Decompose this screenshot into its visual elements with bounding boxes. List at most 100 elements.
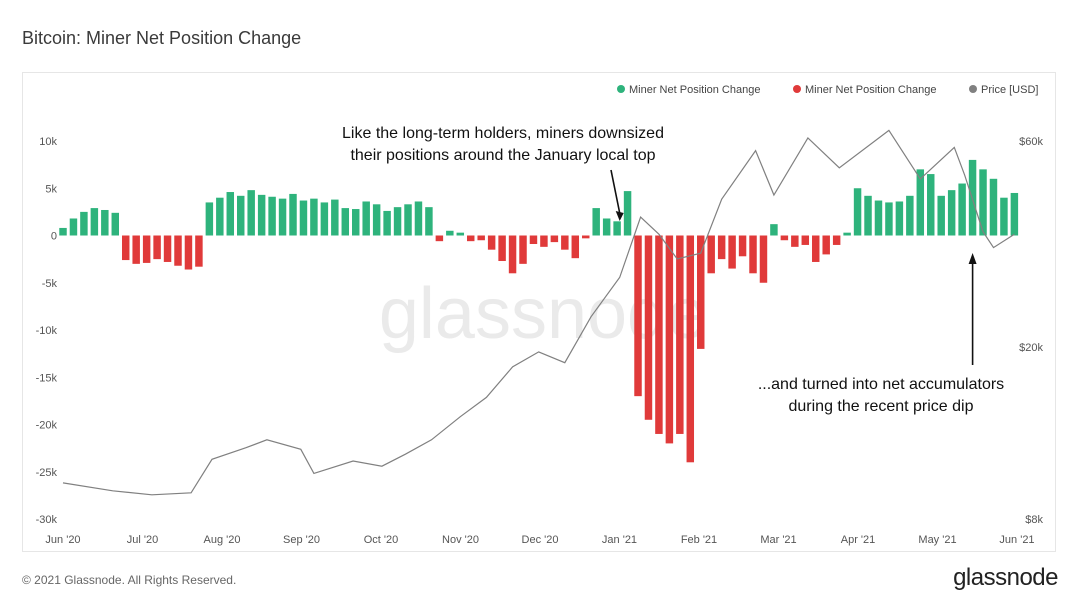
bar-34 (414, 201, 423, 236)
legend-marker-1 (793, 85, 801, 93)
legend-label-1: Miner Net Position Change (805, 84, 936, 96)
bar-74 (832, 235, 841, 245)
bar-89 (989, 178, 998, 236)
bar-50 (582, 235, 590, 239)
y-right-tick-1: $20k (1019, 342, 1043, 354)
x-tick-2: Aug '20 (204, 534, 241, 546)
x-tick-6: Dec '20 (522, 534, 559, 546)
bar-76 (853, 188, 862, 236)
legend-marker-2 (969, 85, 977, 93)
bar-45 (529, 235, 538, 244)
price-line (62, 129, 1015, 496)
bar-37 (446, 230, 454, 236)
bar-11 (174, 235, 182, 266)
bar-22 (289, 193, 297, 236)
bar-66 (749, 235, 757, 274)
bar-32 (393, 207, 402, 236)
bar-29 (362, 201, 370, 236)
bar-63 (717, 235, 726, 260)
y-left-tick-1: 5k (45, 183, 57, 195)
bar-16 (226, 192, 235, 236)
x-tick-11: May '21 (918, 534, 956, 546)
bar-1 (69, 218, 78, 236)
chart-frame: glassnode 10k 5k 0 -5k -10k -15k -20k -25k -30k $… (22, 72, 1056, 552)
bar-6 (122, 235, 130, 261)
bar-81 (906, 195, 914, 236)
x-tick-4: Oct '20 (364, 534, 399, 546)
annotation-2-line-1: during the recent price dip (789, 398, 974, 415)
bar-13 (195, 235, 203, 267)
bar-53 (613, 221, 621, 236)
bar-86 (958, 183, 966, 236)
price-layer (62, 129, 1015, 496)
glassnode-logo: glassnode (953, 564, 1058, 591)
bar-62 (707, 235, 715, 274)
bar-67 (759, 235, 768, 283)
x-tick-0: Jun '20 (45, 534, 80, 546)
bar-35 (425, 207, 433, 236)
x-tick-7: Jan '21 (602, 534, 637, 546)
bar-12 (184, 235, 193, 270)
bar-44 (519, 235, 527, 264)
bar-64 (728, 235, 736, 269)
axes-layer: 10k 5k 0 -5k -10k -15k -20k -25k -30k $60k $20k $8k… (36, 136, 1044, 546)
bar-91 (1010, 192, 1019, 236)
bar-49 (571, 235, 580, 259)
bar-23 (299, 200, 308, 236)
annotations-layer: Like the long-term holders, miners downs… (342, 125, 1004, 415)
bar-0 (59, 227, 67, 236)
bar-79 (885, 202, 893, 236)
bar-52 (602, 218, 611, 236)
bar-27 (341, 208, 350, 236)
bar-75 (843, 232, 851, 236)
legend-label-2: Price [USD] (981, 84, 1038, 96)
bar-55 (634, 235, 642, 397)
bar-56 (644, 235, 653, 420)
bar-77 (864, 195, 872, 236)
bar-26 (331, 199, 339, 236)
annotation-1-arrowhead (615, 211, 624, 221)
bar-60 (686, 235, 695, 463)
bar-41 (487, 235, 496, 250)
bar-73 (822, 235, 830, 255)
bar-38 (456, 232, 465, 236)
page-title: Bitcoin: Miner Net Position Change (22, 28, 302, 48)
bar-85 (947, 190, 956, 236)
bar-65 (738, 235, 747, 257)
annotation-2-arrowhead (968, 253, 977, 264)
legend[interactable]: Miner Net Position Change Miner Net Posit… (617, 84, 1038, 96)
annotation-2-line-0: ...and turned into net accumulators (758, 376, 1004, 393)
bar-19 (257, 194, 266, 236)
y-left-tick-0: 10k (39, 136, 57, 148)
y-left-tick-4: -10k (36, 325, 58, 337)
annotation-1-line-0: Like the long-term holders, miners downs… (342, 125, 664, 142)
watermark: glassnode (379, 274, 707, 354)
x-tick-9: Mar '21 (760, 534, 796, 546)
bar-54 (623, 191, 632, 236)
bar-88 (979, 169, 987, 236)
bar-5 (111, 212, 120, 236)
y-left-tick-7: -25k (36, 467, 58, 479)
y-right-tick-0: $60k (1019, 136, 1043, 148)
bar-33 (404, 204, 412, 236)
bar-3 (90, 208, 99, 236)
bar-24 (310, 198, 318, 236)
bar-20 (268, 196, 276, 236)
bar-72 (812, 235, 820, 262)
bar-7 (132, 235, 140, 264)
bar-18 (247, 190, 255, 236)
bar-84 (937, 195, 945, 236)
bar-78 (874, 200, 883, 236)
bar-4 (101, 209, 109, 236)
y-right-tick-2: $8k (1025, 514, 1043, 526)
bar-36 (435, 235, 444, 242)
x-tick-8: Feb '21 (681, 534, 717, 546)
bar-30 (372, 204, 381, 236)
bar-48 (561, 235, 569, 250)
bar-9 (153, 235, 161, 260)
bar-2 (80, 211, 88, 236)
x-tick-5: Nov '20 (442, 534, 479, 546)
bar-69 (780, 235, 789, 241)
annotation-1-arrow (610, 169, 621, 214)
y-left-tick-6: -20k (36, 420, 58, 432)
